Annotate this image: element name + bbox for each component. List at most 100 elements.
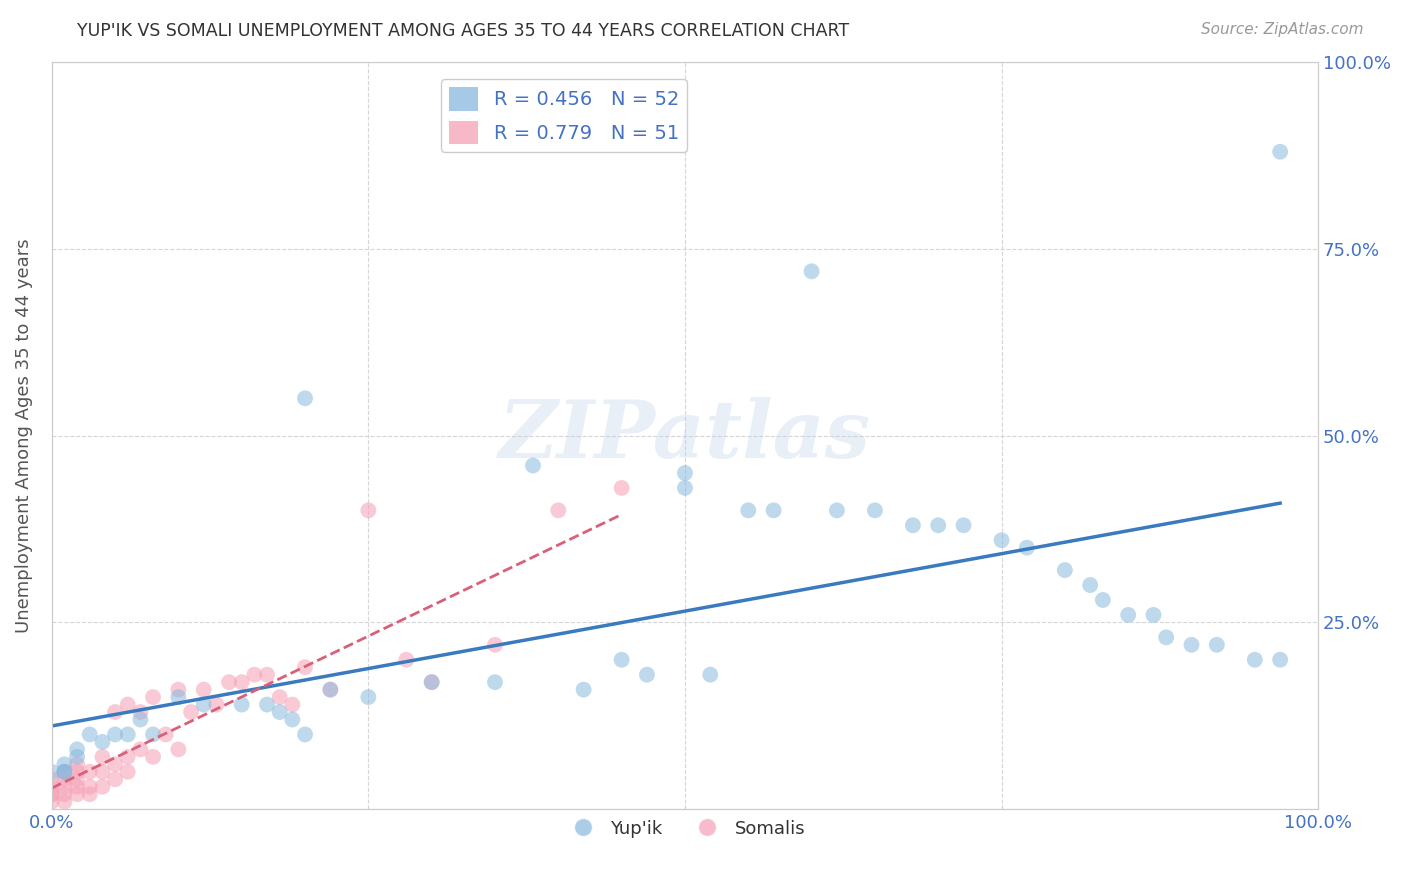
Point: [91, 764, 114, 779]
Point: [129, 705, 152, 719]
Point: [41, 764, 63, 779]
Point: [180, 705, 202, 719]
Point: [53, 772, 76, 787]
Point: [66, 787, 89, 801]
Point: [66, 780, 89, 794]
Point: [1268, 653, 1291, 667]
Point: [79, 727, 101, 741]
Point: [673, 481, 696, 495]
Point: [762, 503, 785, 517]
Point: [66, 749, 89, 764]
Point: [547, 503, 569, 517]
Point: [1268, 145, 1291, 159]
Point: [104, 772, 127, 787]
Point: [167, 742, 190, 756]
Point: [66, 742, 89, 756]
Point: [91, 749, 114, 764]
Point: [79, 780, 101, 794]
Point: [231, 698, 253, 712]
Point: [1116, 607, 1139, 622]
Point: [673, 466, 696, 480]
Point: [104, 705, 127, 719]
Point: [319, 682, 342, 697]
Point: [53, 764, 76, 779]
Point: [319, 682, 342, 697]
Point: [53, 787, 76, 801]
Point: [53, 795, 76, 809]
Point: [66, 772, 89, 787]
Point: [1154, 630, 1177, 644]
Point: [1142, 607, 1164, 622]
Point: [281, 698, 304, 712]
Point: [294, 727, 316, 741]
Point: [129, 713, 152, 727]
Point: [155, 727, 177, 741]
Point: [1243, 653, 1265, 667]
Point: [117, 698, 139, 712]
Point: [41, 772, 63, 787]
Point: [142, 690, 165, 704]
Point: [53, 757, 76, 772]
Point: [281, 713, 304, 727]
Point: [357, 690, 380, 704]
Point: [41, 795, 63, 809]
Point: [990, 533, 1012, 548]
Point: [1078, 578, 1101, 592]
Point: [484, 638, 506, 652]
Point: [357, 503, 380, 517]
Point: [294, 660, 316, 674]
Point: [231, 675, 253, 690]
Point: [142, 749, 165, 764]
Point: [610, 653, 633, 667]
Point: [66, 764, 89, 779]
Point: [1015, 541, 1038, 555]
Point: [699, 667, 721, 681]
Point: [129, 742, 152, 756]
Point: [243, 667, 266, 681]
Point: [41, 787, 63, 801]
Point: [53, 780, 76, 794]
Point: [193, 682, 215, 697]
Point: [91, 780, 114, 794]
Point: [256, 698, 278, 712]
Text: ZIPatlas: ZIPatlas: [499, 397, 870, 475]
Point: [41, 780, 63, 794]
Point: [1053, 563, 1076, 577]
Point: [142, 727, 165, 741]
Point: [800, 264, 823, 278]
Point: [1205, 638, 1227, 652]
Text: YUP'IK VS SOMALI UNEMPLOYMENT AMONG AGES 35 TO 44 YEARS CORRELATION CHART: YUP'IK VS SOMALI UNEMPLOYMENT AMONG AGES…: [77, 22, 849, 40]
Point: [117, 727, 139, 741]
Point: [104, 757, 127, 772]
Point: [420, 675, 443, 690]
Point: [91, 735, 114, 749]
Legend: Yup'ik, Somalis: Yup'ik, Somalis: [558, 813, 813, 845]
Point: [193, 698, 215, 712]
Point: [952, 518, 974, 533]
Point: [269, 705, 291, 719]
Point: [117, 749, 139, 764]
Point: [117, 764, 139, 779]
Point: [522, 458, 544, 473]
Point: [825, 503, 848, 517]
Point: [104, 727, 127, 741]
Point: [41, 787, 63, 801]
Point: [737, 503, 759, 517]
Point: [53, 764, 76, 779]
Y-axis label: Unemployment Among Ages 35 to 44 years: Unemployment Among Ages 35 to 44 years: [15, 238, 32, 633]
Point: [395, 653, 418, 667]
Point: [66, 757, 89, 772]
Point: [256, 667, 278, 681]
Point: [218, 675, 240, 690]
Point: [269, 690, 291, 704]
Point: [901, 518, 924, 533]
Point: [927, 518, 949, 533]
Point: [1180, 638, 1202, 652]
Point: [420, 675, 443, 690]
Point: [79, 764, 101, 779]
Point: [167, 690, 190, 704]
Text: Source: ZipAtlas.com: Source: ZipAtlas.com: [1201, 22, 1364, 37]
Point: [1091, 593, 1114, 607]
Point: [636, 667, 658, 681]
Point: [167, 682, 190, 697]
